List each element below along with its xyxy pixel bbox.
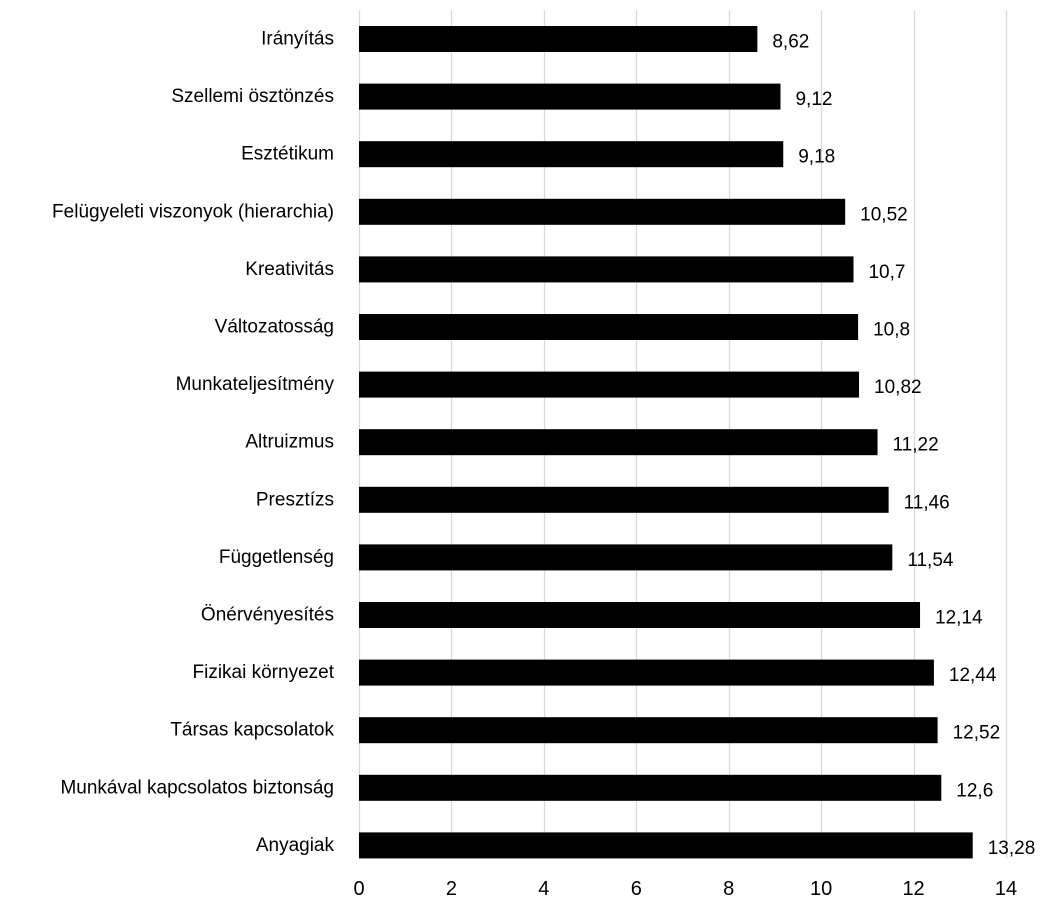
data-label: 12,14: [935, 608, 983, 629]
bar: [359, 717, 938, 743]
category-label: Szellemi ösztönzés: [171, 86, 334, 107]
bar: [359, 372, 859, 398]
bar: [359, 26, 757, 52]
data-label: 10,82: [874, 377, 922, 398]
data-label: 8,62: [772, 32, 809, 53]
x-tick-label: 4: [538, 878, 549, 900]
data-label: 11,54: [907, 550, 954, 571]
category-label: Esztétikum: [241, 144, 334, 165]
data-label: 10,7: [868, 262, 905, 283]
data-label: 13,28: [988, 838, 1036, 859]
x-tick-label: 10: [810, 878, 832, 900]
category-label: Fizikai környezet: [193, 662, 335, 683]
x-tick-label: 8: [723, 878, 734, 900]
data-label: 12,6: [956, 780, 993, 801]
data-label: 11,22: [893, 435, 939, 456]
category-label: Változatosság: [215, 317, 334, 338]
category-label: Társas kapcsolatok: [170, 720, 334, 741]
category-label: Munkával kapcsolatos biztonság: [60, 777, 334, 798]
data-label: 11,46: [904, 492, 950, 513]
category-label: Függetlenség: [219, 547, 334, 568]
bar: [359, 84, 780, 110]
category-labels: Irányítás Szellemi ösztönzés Esztétikum Fel…: [52, 29, 335, 856]
category-label: Felügyeleti viszonyok (hierarchia): [52, 201, 334, 222]
category-label: Anyagiak: [256, 835, 335, 856]
bar: [359, 314, 858, 340]
bar: [359, 487, 889, 513]
data-label: 9,12: [795, 89, 832, 110]
category-label: Kreativitás: [245, 259, 334, 280]
category-label: Presztízs: [256, 489, 334, 510]
bar: [359, 832, 973, 858]
x-tick-label: 6: [631, 878, 642, 900]
bar: [359, 602, 920, 628]
bar: [359, 660, 934, 686]
category-label: Altruizmus: [245, 432, 334, 453]
x-tick-label: 12: [902, 878, 924, 900]
data-label: 10,52: [860, 204, 908, 225]
data-label: 12,44: [949, 665, 997, 686]
x-tick-label: 0: [353, 878, 364, 900]
bar: [359, 141, 783, 167]
x-tick-label: 14: [995, 878, 1017, 900]
category-label: Munkateljesítmény: [176, 374, 335, 395]
bar: [359, 775, 941, 801]
bar: [359, 429, 878, 455]
bar: [359, 199, 845, 225]
category-label: Önérvényesítés: [201, 605, 334, 626]
bar: [359, 544, 892, 570]
data-label: 10,8: [873, 320, 910, 341]
data-label: 12,52: [953, 723, 1001, 744]
x-axis-tick-labels: 0 2 4 6 8 10 12 14: [353, 878, 1017, 900]
bars: [359, 26, 973, 858]
x-tick-label: 2: [446, 878, 457, 900]
data-label: 9,18: [798, 147, 835, 168]
category-label: Irányítás: [261, 29, 334, 50]
bar: [359, 256, 853, 282]
